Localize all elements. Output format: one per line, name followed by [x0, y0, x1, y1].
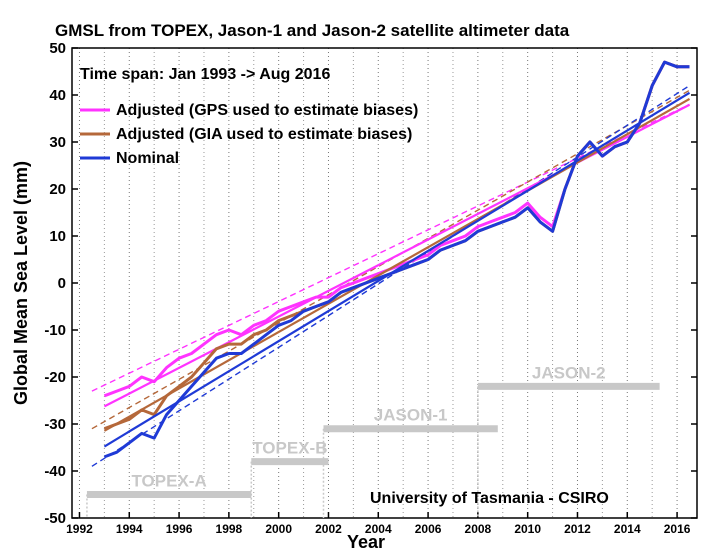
mission-bars: TOPEX-A TOPEX-B JASON-1 JASON-2	[86, 363, 660, 518]
y-tick-label: 40	[49, 87, 66, 104]
x-tick-label: 2010	[514, 522, 541, 536]
legend-entry: Adjusted (GIA used to estimate biases)	[116, 126, 412, 143]
time-span-label: Time span: Jan 1993 -> Aug 2016	[80, 66, 330, 83]
legend-entry: Adjusted (GPS used to estimate biases)	[116, 102, 418, 119]
y-tick-label: -50	[44, 510, 66, 527]
x-tick-label: 2008	[465, 522, 492, 536]
y-axis-label: Global Mean Sea Level (mm)	[11, 161, 31, 405]
x-axis-ticks: 1992 1994 1996 1998 2000 2002 2004 2006 2008 2010…	[66, 512, 691, 536]
y-tick-label: 20	[49, 181, 66, 198]
credit-label: University of Tasmania - CSIRO	[370, 490, 609, 507]
x-axis-label: Year	[347, 532, 385, 552]
fit-line	[103, 91, 691, 448]
mission-label: JASON-1	[374, 406, 448, 425]
data-series	[103, 60, 691, 459]
y-tick-label: -20	[44, 369, 66, 386]
x-tick-label: 2016	[664, 522, 691, 536]
mission-label: TOPEX-B	[252, 439, 327, 458]
chart-title: GMSL from TOPEX, Jason-1 and Jason-2 sat…	[55, 21, 570, 40]
x-tick-label: 2012	[564, 522, 591, 536]
mission-label: TOPEX-A	[131, 472, 206, 491]
legend: Adjusted (GPS used to estimate biases) Ad…	[80, 102, 418, 167]
x-tick-label: 2000	[265, 522, 292, 536]
x-tick-label: 2002	[315, 522, 342, 536]
x-tick-label: 2006	[415, 522, 442, 536]
y-axis-ticks: -50 -40 -30 -20 -10 0 10 20 30 40 50	[44, 40, 697, 527]
y-tick-label: -10	[44, 322, 66, 339]
x-tick-label: 2004	[365, 522, 392, 536]
series-line	[103, 60, 690, 459]
x-tick-label: 1996	[166, 522, 193, 536]
x-tick-label: 2014	[614, 522, 641, 536]
y-tick-label: -30	[44, 416, 66, 433]
x-tick-label: 1998	[216, 522, 243, 536]
y-tick-label: -40	[44, 463, 66, 480]
fit-line	[103, 103, 691, 408]
y-tick-label: 50	[49, 40, 66, 57]
y-tick-label: 0	[58, 275, 66, 292]
legend-entry: Nominal	[116, 150, 179, 167]
x-tick-label: 1994	[116, 522, 143, 536]
y-tick-label: 10	[49, 228, 66, 245]
x-tick-label: 1992	[66, 522, 93, 536]
y-tick-label: 30	[49, 134, 66, 151]
trend-line	[91, 85, 690, 467]
mission-label: JASON-2	[532, 363, 606, 382]
